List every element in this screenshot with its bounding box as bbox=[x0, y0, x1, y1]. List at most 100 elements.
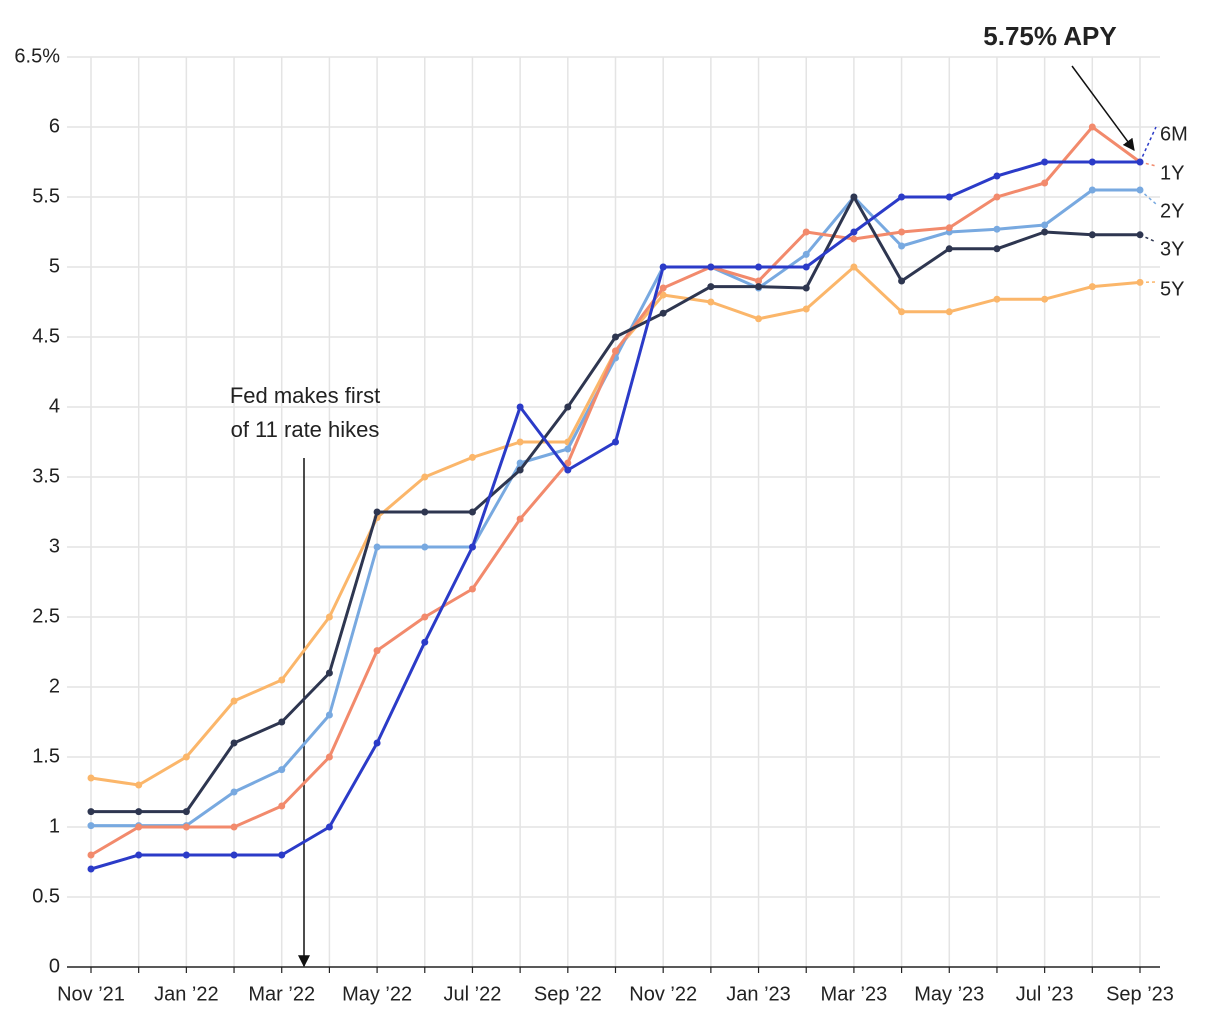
data-point bbox=[612, 347, 619, 355]
data-point bbox=[468, 453, 476, 461]
data-point bbox=[468, 585, 476, 593]
data-point bbox=[993, 172, 1001, 180]
data-point bbox=[516, 459, 524, 467]
data-point bbox=[421, 508, 429, 516]
data-point bbox=[135, 851, 143, 859]
y-tick-label: 2.5 bbox=[32, 605, 60, 627]
y-tick-label: 0.5 bbox=[32, 885, 60, 907]
x-tick-label: May ’23 bbox=[914, 983, 984, 1005]
data-point bbox=[802, 263, 810, 271]
data-point bbox=[707, 298, 715, 306]
data-point bbox=[516, 515, 524, 523]
data-point bbox=[87, 822, 95, 830]
annotation: Fed makes first bbox=[230, 383, 380, 408]
y-tick-label: 4 bbox=[49, 395, 60, 417]
data-point bbox=[278, 676, 286, 684]
data-point bbox=[325, 823, 333, 831]
data-point bbox=[421, 613, 429, 621]
data-point bbox=[945, 224, 953, 232]
data-point bbox=[278, 766, 286, 774]
data-point bbox=[898, 242, 906, 250]
data-point bbox=[1088, 186, 1096, 194]
data-point bbox=[87, 851, 95, 859]
data-point bbox=[1088, 283, 1096, 291]
data-point bbox=[659, 284, 667, 292]
data-point bbox=[325, 613, 333, 621]
data-point bbox=[87, 808, 95, 816]
data-point bbox=[182, 823, 190, 831]
data-point bbox=[850, 193, 858, 201]
y-tick-label: 6 bbox=[49, 115, 60, 137]
x-tick-label: Sep ’23 bbox=[1106, 983, 1174, 1005]
data-point bbox=[516, 438, 524, 446]
y-tick-label: 5.5 bbox=[32, 185, 60, 207]
y-tick-label: 1 bbox=[49, 815, 60, 837]
data-point bbox=[945, 308, 953, 316]
data-point bbox=[850, 235, 858, 243]
data-point bbox=[898, 193, 906, 201]
data-point bbox=[898, 308, 906, 316]
data-point bbox=[898, 277, 906, 285]
data-point bbox=[135, 823, 143, 831]
data-point bbox=[182, 753, 190, 761]
x-tick-label: Sep ’22 bbox=[534, 983, 602, 1005]
y-tick-label: 1.5 bbox=[32, 745, 60, 767]
data-point bbox=[993, 295, 1001, 303]
y-tick-label: 3 bbox=[49, 535, 60, 557]
data-point bbox=[1088, 158, 1096, 166]
y-tick-label: 3.5 bbox=[32, 465, 60, 487]
data-point bbox=[755, 277, 763, 285]
annotation: 5.75% APY bbox=[983, 21, 1116, 51]
data-point bbox=[468, 543, 476, 551]
data-point bbox=[421, 543, 429, 551]
data-point bbox=[421, 473, 429, 481]
data-point bbox=[564, 466, 572, 474]
x-tick-label: Nov ’21 bbox=[57, 983, 125, 1005]
data-point bbox=[802, 305, 810, 313]
data-point bbox=[325, 669, 333, 677]
data-point bbox=[945, 193, 953, 201]
data-point bbox=[755, 283, 763, 291]
data-point bbox=[135, 808, 143, 816]
data-point bbox=[755, 315, 763, 323]
data-point bbox=[945, 245, 953, 253]
data-point bbox=[230, 788, 238, 796]
data-point bbox=[564, 403, 572, 411]
x-tick-label: Jul ’23 bbox=[1016, 983, 1074, 1005]
series-label: 1Y bbox=[1160, 162, 1184, 184]
x-tick-label: Jul ’22 bbox=[444, 983, 502, 1005]
data-point bbox=[278, 802, 286, 810]
data-point bbox=[1041, 295, 1049, 303]
data-point bbox=[802, 284, 810, 292]
data-point bbox=[993, 245, 1001, 253]
data-point bbox=[707, 263, 715, 271]
data-point bbox=[850, 263, 858, 271]
y-tick-label: 4.5 bbox=[32, 325, 60, 347]
data-point bbox=[659, 309, 667, 317]
data-point bbox=[373, 739, 381, 747]
data-point bbox=[230, 823, 238, 831]
x-tick-label: May ’22 bbox=[342, 983, 412, 1005]
data-point bbox=[802, 228, 810, 236]
series-label: 6M bbox=[1160, 123, 1188, 145]
data-point bbox=[230, 697, 238, 705]
series-label: 5Y bbox=[1160, 278, 1184, 300]
data-point bbox=[278, 851, 286, 859]
y-tick-label: 2 bbox=[49, 675, 60, 697]
data-point bbox=[278, 718, 286, 726]
data-point bbox=[993, 193, 1001, 201]
data-point bbox=[516, 403, 524, 411]
data-point bbox=[659, 291, 667, 299]
x-tick-label: Jan ’23 bbox=[726, 983, 791, 1005]
data-point bbox=[87, 865, 95, 873]
data-point bbox=[135, 781, 143, 789]
data-point bbox=[230, 851, 238, 859]
x-tick-label: Jan ’22 bbox=[154, 983, 219, 1005]
data-point bbox=[612, 333, 619, 341]
data-point bbox=[850, 228, 858, 236]
data-point bbox=[898, 228, 906, 236]
data-point bbox=[1088, 123, 1096, 131]
data-point bbox=[707, 283, 715, 291]
data-point bbox=[1041, 228, 1049, 236]
